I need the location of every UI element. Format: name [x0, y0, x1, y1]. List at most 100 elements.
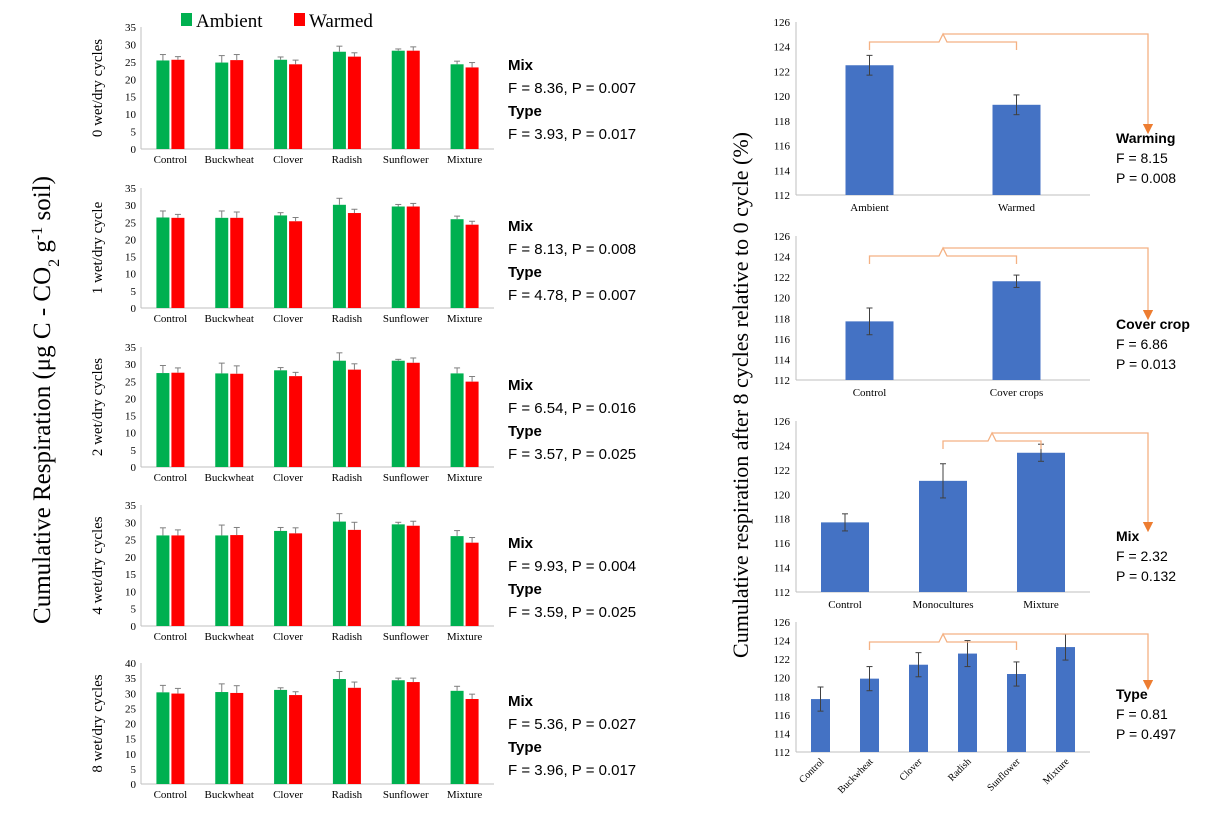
y-tick-label: 112: [774, 375, 790, 387]
x-tick-label: Control: [154, 472, 188, 484]
y-tick-label: 118: [774, 691, 791, 703]
bar: [845, 65, 894, 195]
ambient-bar: [391, 680, 405, 784]
y-tick-label: 126: [774, 17, 791, 29]
y-tick-label: 35: [125, 342, 137, 354]
x-tick-label: Sunflower: [383, 789, 429, 801]
y-tick-label: 120: [774, 91, 791, 103]
warmed-bar: [406, 50, 420, 149]
ambient-bar: [156, 373, 170, 467]
x-tick-label: Buckwheat: [205, 631, 254, 643]
y-tick-label: 25: [125, 535, 137, 547]
y-tick-label: 116: [774, 710, 791, 722]
stat-value: P = 0.132: [1116, 568, 1176, 584]
y-tick-label: 124: [774, 252, 791, 264]
bar: [992, 281, 1041, 380]
x-tick-label: Radish: [946, 756, 973, 783]
warmed-bar: [171, 59, 185, 149]
warmed-bar: [406, 682, 420, 784]
y-tick-label: 15: [125, 252, 137, 264]
y-tick-label: 20: [125, 234, 137, 246]
stat-value: F = 9.93, P = 0.004: [508, 558, 636, 575]
stat-label: Type: [508, 264, 542, 281]
stat-value: F = 5.36, P = 0.027: [508, 716, 636, 733]
group-bracket: [868, 32, 1018, 50]
y-tick-label: 35: [125, 183, 137, 195]
stat-value: F = 3.57, P = 0.025: [508, 446, 636, 463]
stat-label: Mix: [508, 693, 534, 710]
y-tick-label: 120: [774, 293, 791, 305]
group-bracket: [942, 431, 1042, 449]
warmed-bar: [230, 60, 244, 149]
warmed-bar: [289, 695, 303, 784]
stat-label: Mix: [508, 218, 534, 235]
x-tick-label: Clover: [273, 472, 303, 484]
x-tick-label: Ambient: [850, 202, 889, 214]
x-tick-label: Radish: [332, 472, 363, 484]
ambient-bar: [215, 692, 229, 784]
y-tick-label: 25: [125, 217, 137, 229]
y-tick-label: 10: [125, 428, 137, 440]
y-tick-label: 10: [125, 269, 137, 281]
warmed-bar: [347, 56, 361, 149]
x-tick-label: Mixture: [447, 154, 483, 166]
ambient-bar: [156, 535, 170, 626]
y-tick-label: 118: [774, 116, 791, 128]
bar: [821, 522, 869, 592]
ambient-bar: [450, 373, 464, 467]
y-tick-label: 118: [774, 514, 791, 526]
warmed-bar: [171, 693, 185, 784]
left-y-axis-label: Cumulative Respiration (μg C - CO2 g-1 s…: [29, 176, 63, 624]
ambient-bar: [274, 689, 288, 784]
ambient-bar: [274, 215, 288, 308]
x-tick-label: Monocultures: [912, 599, 973, 611]
stat-value: P = 0.497: [1116, 726, 1176, 742]
stat-value: F = 3.59, P = 0.025: [508, 604, 636, 621]
ambient-bar: [274, 59, 288, 149]
x-tick-label: Clover: [273, 789, 303, 801]
y-tick-label: 5: [131, 764, 137, 776]
x-tick-label: Control: [797, 756, 827, 786]
ambient-bar: [450, 690, 464, 784]
ambient-bar: [274, 370, 288, 467]
x-tick-label: Sunflower: [383, 154, 429, 166]
ambient-bar: [450, 536, 464, 626]
y-tick-label: 114: [774, 165, 791, 177]
y-tick-label: 116: [774, 538, 791, 550]
x-tick-label: Buckwheat: [836, 756, 876, 796]
stat-label: Mix: [508, 57, 534, 74]
warmed-bar: [465, 542, 479, 626]
ambient-bar: [156, 692, 170, 784]
legend: Ambient Warmed: [181, 11, 373, 32]
chart-0-wet-dry-cycles: 0 5 10 15 20 25 30 35 0 wet/dry cycles Control Buc…: [90, 22, 636, 166]
y-tick-label: 20: [125, 552, 137, 564]
y-tick-label: 5: [131, 286, 137, 298]
y-tick-label: 20: [125, 74, 137, 86]
y-tick-label: 35: [125, 500, 137, 512]
y-tick-label: 122: [774, 66, 791, 78]
warmed-bar: [289, 533, 303, 626]
x-tick-label: Cover crops: [990, 387, 1043, 399]
x-tick-label: Control: [853, 387, 887, 399]
ambient-bar: [215, 373, 229, 467]
x-tick-label: Mixture: [1023, 599, 1059, 611]
bar: [958, 653, 977, 752]
ambient-bar: [156, 60, 170, 149]
panel-y-label: 4 wet/dry cycles: [90, 516, 106, 614]
bar: [919, 480, 967, 592]
right-y-axis-label: Cumulative respiration after 8 cycles re…: [728, 132, 753, 658]
x-tick-label: Warmed: [998, 202, 1035, 214]
chart-warming: 112 114 116 118 120 122 124 126 Ambient Warmed War…: [774, 17, 1177, 214]
bar: [1056, 647, 1075, 752]
warmed-bar: [406, 525, 420, 626]
stat-value: F = 2.32: [1116, 548, 1168, 564]
x-tick-label: Sunflower: [383, 472, 429, 484]
y-tick-label: 118: [774, 313, 791, 325]
x-tick-label: Buckwheat: [205, 472, 254, 484]
y-tick-label: 35: [125, 22, 137, 34]
y-tick-label: 25: [125, 376, 137, 388]
y-tick-label: 116: [774, 334, 791, 346]
x-tick-label: Sunflower: [383, 313, 429, 325]
x-tick-label: Mixture: [447, 313, 483, 325]
